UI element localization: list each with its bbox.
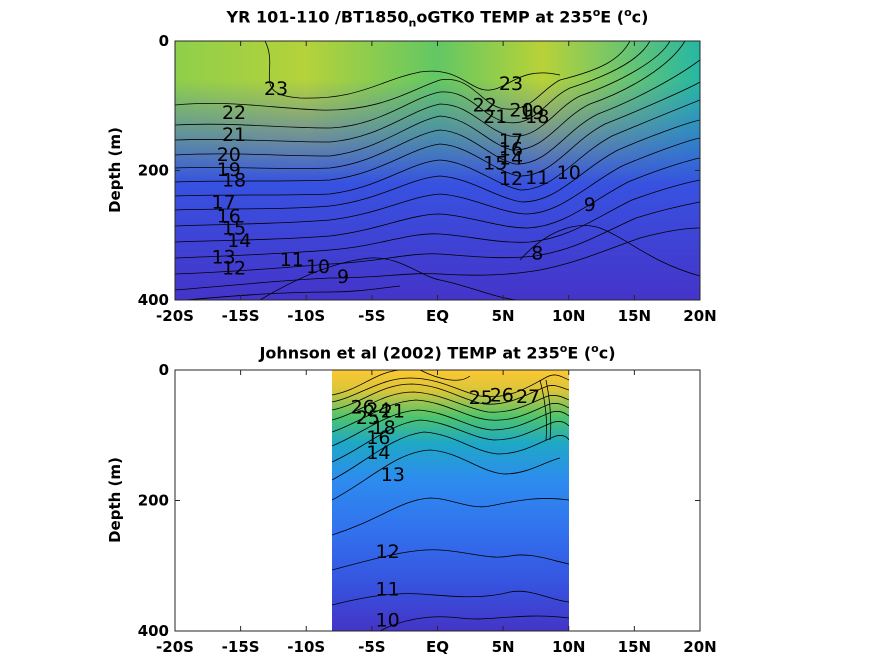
- contour-label: 19: [520, 102, 544, 124]
- contour-label: 21: [483, 106, 507, 128]
- x-tick-label: 10N: [552, 638, 585, 656]
- contour-label: 26: [490, 385, 514, 407]
- contour-label: 11: [376, 578, 400, 600]
- x-tick-label: 5N: [492, 638, 515, 656]
- x-tick-label: 20N: [683, 638, 716, 656]
- x-tick-label: 15N: [618, 307, 651, 325]
- plot1-title: YR 101-110 /BT1850noGTK0 TEMP at 235oE (…: [226, 6, 649, 30]
- x-tick-label: EQ: [426, 307, 449, 325]
- contour-label: 27: [516, 386, 540, 408]
- contour-label: 18: [222, 169, 246, 191]
- contour-label: 23: [264, 78, 288, 100]
- contour-label: 10: [306, 256, 330, 278]
- contour-label: 11: [525, 167, 549, 189]
- contour-label: 17: [499, 130, 523, 152]
- plot1-surface-field: [175, 41, 700, 300]
- contour-label: 22: [473, 94, 497, 116]
- x-tick-label: -10S: [287, 638, 325, 656]
- contour-label: 13: [211, 246, 235, 268]
- contour-label: 14: [499, 147, 523, 169]
- contour-label: 8: [531, 243, 543, 265]
- contour-label: 21: [381, 400, 405, 422]
- plot2-axes: -20S -15S -10S -5S EQ 5N 10N 15N 20N 0 200 400 Depth…: [106, 361, 717, 656]
- x-tick-label: -15S: [222, 638, 260, 656]
- contour-label: 9: [584, 194, 596, 216]
- contour-label: 18: [372, 417, 396, 439]
- y-tick-label: 0: [159, 32, 169, 50]
- x-tick-label: 15N: [618, 638, 651, 656]
- y-axis-label: Depth (m): [106, 127, 124, 213]
- x-tick-label: -20S: [156, 307, 194, 325]
- plot1-axes: -20S -15S -10S -5S EQ 5N 10N 15N 20N 0 200 400 Depth…: [106, 32, 717, 325]
- x-tick-label: 10N: [552, 307, 585, 325]
- contour-label: 17: [211, 191, 235, 213]
- contour-label: 24: [366, 399, 390, 421]
- x-tick-label: EQ: [426, 638, 449, 656]
- x-tick-label: -5S: [358, 638, 385, 656]
- y-tick-label: 400: [138, 622, 169, 640]
- contour-label: 23: [499, 73, 523, 95]
- contour-label: 21: [222, 124, 246, 146]
- contour-label: 15: [483, 153, 507, 175]
- y-tick-label: 200: [138, 492, 169, 510]
- plot2-title: Johnson et al (2002) TEMP at 235oE (oc): [259, 342, 616, 363]
- x-tick-label: 5N: [492, 307, 515, 325]
- y-axis-label: Depth (m): [106, 457, 124, 543]
- contour-label: 16: [499, 138, 523, 160]
- contour-label: 20: [509, 99, 533, 121]
- plot1-contour-lines: [175, 41, 700, 300]
- contour-label: 15: [222, 217, 246, 239]
- contour-label: 18: [525, 106, 549, 128]
- contour-label: 13: [381, 464, 405, 486]
- x-tick-label: -5S: [358, 307, 385, 325]
- y-tick-label: 200: [138, 162, 169, 180]
- x-tick-label: -15S: [222, 307, 260, 325]
- contour-label: 14: [366, 442, 390, 464]
- contour-label: 16: [217, 206, 241, 228]
- contour-label: 22: [222, 102, 246, 124]
- contour-label: 25: [469, 387, 493, 409]
- y-tick-label: 400: [138, 291, 169, 309]
- contour-label: 16: [366, 427, 390, 449]
- y-tick-label: 0: [159, 361, 169, 379]
- contour-label: 14: [227, 230, 251, 252]
- x-tick-label: -20S: [156, 638, 194, 656]
- x-tick-label: -10S: [287, 307, 325, 325]
- contour-label: 10: [557, 162, 581, 184]
- contour-label: 12: [222, 257, 246, 279]
- contour-label: 19: [217, 159, 241, 181]
- contour-label: 10: [376, 610, 400, 632]
- contour-label: 25: [356, 407, 380, 429]
- contour-label: 9: [337, 266, 349, 288]
- plot2-contour-lines: [332, 370, 569, 631]
- contour-label: 26: [351, 396, 375, 418]
- contour-label: 11: [280, 249, 304, 271]
- contour-label: 12: [499, 168, 523, 190]
- contour-label: 20: [217, 144, 241, 166]
- contour-label: 12: [376, 541, 400, 563]
- x-tick-label: 20N: [683, 307, 716, 325]
